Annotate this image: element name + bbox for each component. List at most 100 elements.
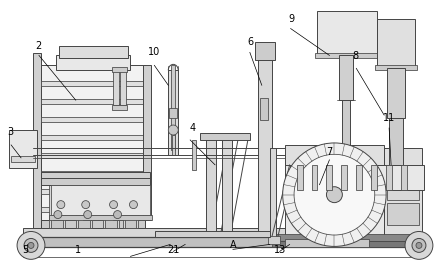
Circle shape [54,211,62,219]
Bar [59,47,128,59]
Circle shape [28,242,34,248]
Circle shape [24,238,38,252]
Bar [377,19,415,68]
Bar [375,65,417,70]
Bar [342,165,347,190]
Bar [270,148,276,238]
Bar [297,165,303,190]
Bar [41,171,145,176]
Bar [171,65,175,150]
Bar [169,108,177,118]
Bar [41,172,150,178]
Circle shape [168,125,178,135]
Bar [23,227,421,238]
Bar [41,177,150,185]
Bar [260,98,268,120]
Circle shape [412,238,426,252]
Bar [285,239,369,247]
Circle shape [326,187,342,203]
Bar [49,173,65,227]
Circle shape [109,201,117,209]
Bar [105,215,117,227]
Circle shape [405,231,433,259]
Bar [258,53,272,238]
Text: 5: 5 [22,245,28,255]
Text: 4: 4 [190,123,196,133]
Bar [41,99,145,104]
Text: 1: 1 [75,245,82,255]
Bar [56,55,131,70]
Circle shape [416,242,422,248]
Bar [222,138,232,238]
Bar [268,236,280,244]
Text: 8: 8 [353,51,359,61]
Bar [103,173,119,227]
Bar [285,163,384,238]
Bar [112,67,128,72]
Bar [339,55,354,100]
Bar [315,53,380,59]
Bar [120,70,125,105]
Circle shape [84,211,92,219]
Bar [51,185,150,215]
Bar [356,165,362,190]
Circle shape [113,211,121,219]
Circle shape [82,201,89,209]
Bar [9,130,37,168]
Bar [123,173,138,227]
Bar [342,100,350,145]
Text: 2: 2 [35,41,42,51]
Bar [389,118,403,165]
Text: A: A [230,240,237,250]
Bar [41,65,145,219]
Text: 9: 9 [288,14,294,24]
Bar [272,234,423,242]
Bar [318,11,377,55]
Text: 21: 21 [167,245,179,255]
Bar [113,192,123,219]
Bar [76,173,92,227]
Text: 13: 13 [274,245,286,255]
Bar [387,68,405,118]
Bar [51,215,63,227]
Bar [144,65,152,219]
Bar [41,81,145,86]
Text: 3: 3 [8,127,14,137]
Bar [53,192,63,219]
Bar [41,153,145,158]
Bar [401,165,407,190]
Bar [326,165,332,190]
Bar [272,242,423,247]
Bar [311,165,318,190]
Bar [290,165,424,190]
Bar [124,215,136,227]
Text: 10: 10 [148,47,161,57]
Bar [41,135,145,140]
Circle shape [57,201,65,209]
Bar [41,189,145,194]
Bar [49,215,152,219]
Bar [192,140,196,170]
Bar [11,156,35,162]
Circle shape [129,201,137,209]
Bar [172,135,175,155]
Bar [112,105,128,110]
Circle shape [294,154,375,235]
Bar [33,53,41,227]
Bar [23,238,421,247]
Bar [387,180,419,200]
Bar [285,145,384,165]
Bar [200,133,250,140]
Text: 11: 11 [383,113,395,123]
Bar [41,117,145,122]
Bar [83,192,93,219]
Bar [387,203,419,225]
Bar [155,231,270,238]
Bar [371,165,377,190]
Circle shape [283,143,386,246]
Text: 7: 7 [326,147,333,157]
Bar [78,215,89,227]
Text: 6: 6 [247,38,253,47]
Circle shape [17,231,45,259]
Bar [41,219,145,227]
